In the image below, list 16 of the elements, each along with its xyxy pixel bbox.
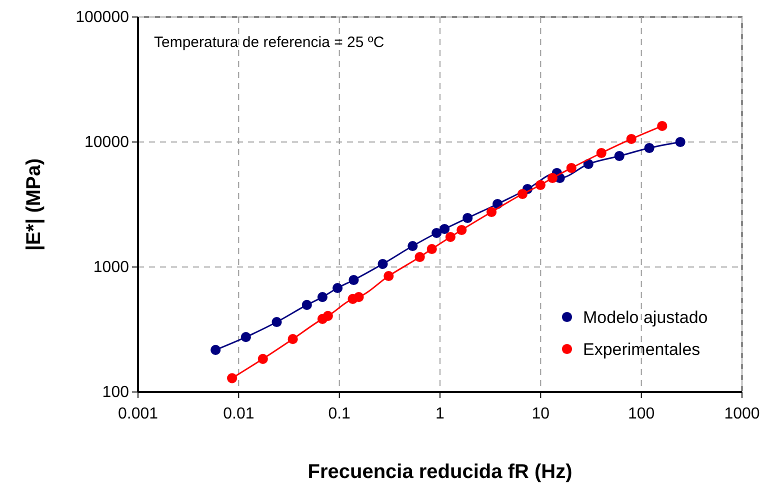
legend-label: Modelo ajustado — [583, 308, 708, 327]
y-tick-label: 10000 — [84, 134, 130, 152]
legend-label: Experimentales — [583, 340, 700, 359]
x-axis-title: Frecuencia reducida fR (Hz) — [308, 461, 572, 483]
x-tick-label: 100 — [628, 406, 655, 423]
x-tick-label: 0.001 — [118, 406, 158, 423]
x-tick-label: 0.1 — [328, 406, 351, 423]
x-tick-label: 1000 — [724, 406, 760, 423]
y-tick-label: 100000 — [76, 9, 130, 26]
y-axis-title: |E*| (MPa) — [23, 158, 45, 251]
y-tick-label: 1000 — [93, 259, 130, 276]
y-tick-label: 100 — [102, 384, 130, 402]
x-tick-label: 10 — [532, 406, 550, 423]
x-tick-label: 1 — [436, 406, 445, 423]
annotation: Temperatura de referencia = 25 ºC — [154, 34, 384, 51]
x-tick-label: 0.01 — [223, 406, 254, 423]
